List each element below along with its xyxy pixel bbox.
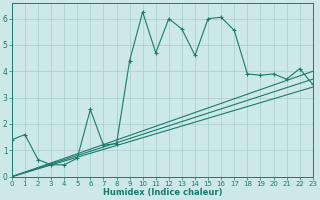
X-axis label: Humidex (Indice chaleur): Humidex (Indice chaleur) [102,188,222,197]
